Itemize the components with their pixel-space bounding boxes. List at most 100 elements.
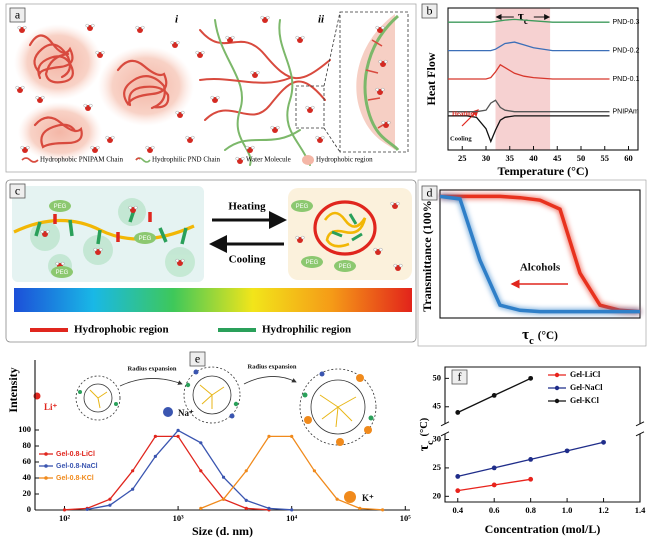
decoration — [356, 374, 364, 382]
panel-label-box — [421, 3, 438, 19]
decoration — [368, 415, 374, 421]
data-point — [131, 487, 135, 491]
decoration — [135, 157, 141, 161]
legend-text: Gel-0.8-LiCl — [56, 451, 95, 458]
decoration — [119, 378, 183, 387]
annotation: Radius expansion — [128, 365, 177, 372]
axis-break — [440, 431, 450, 437]
decoration — [21, 157, 39, 163]
x-tick-label: 30 — [482, 153, 491, 163]
x-tick-label: 1.0 — [562, 505, 573, 515]
decoration — [75, 366, 377, 446]
peg-label: PEG — [56, 270, 69, 276]
region-symbol: τ — [518, 8, 524, 23]
decoration — [14, 288, 412, 312]
data-point — [380, 508, 385, 512]
legend-text: Gel-0.8-NaCl — [56, 463, 98, 470]
x-tick-label: 55 — [601, 153, 610, 163]
data-point — [176, 434, 180, 438]
peg-label: PEG — [306, 260, 319, 266]
data-point — [455, 474, 461, 479]
data-point — [131, 469, 135, 473]
x-tick-label: 60 — [624, 153, 633, 163]
region-subscript: c — [524, 16, 528, 26]
legend-marker — [554, 372, 560, 378]
data-point — [221, 497, 226, 501]
data-point — [221, 475, 226, 479]
data-point — [528, 375, 534, 381]
data-point — [244, 506, 248, 510]
series-line — [448, 41, 610, 52]
axis-unit: (°C) — [419, 417, 430, 436]
legend-text: Hydrophilic region — [262, 324, 351, 336]
decoration — [51, 266, 73, 278]
legend-marker — [44, 464, 48, 468]
x-tick-label: 1.4 — [635, 505, 646, 515]
legend-text: Water Molecule — [246, 156, 291, 164]
decoration — [302, 392, 308, 398]
x-tick-label: 25 — [458, 153, 467, 163]
panel-label: f — [458, 369, 462, 383]
legend-marker — [44, 452, 48, 456]
decoration — [278, 19, 311, 166]
panel-label: a — [15, 7, 21, 21]
data-point — [267, 506, 271, 510]
decoration — [49, 200, 71, 212]
panel-label-box — [421, 185, 438, 201]
decoration — [299, 368, 377, 446]
axis-symbol: τ — [417, 444, 432, 451]
data-point — [244, 469, 248, 473]
y-tick-label: 100 — [18, 424, 31, 434]
line-label: PND-0.3 — [613, 19, 640, 26]
decoration — [53, 212, 152, 242]
data-point — [491, 482, 497, 488]
axis-break — [635, 431, 645, 437]
ion-label: Na⁺ — [178, 408, 194, 418]
data-point — [455, 488, 461, 494]
y-tick-label: 20 — [433, 490, 442, 500]
data-point — [290, 508, 294, 512]
legend-text: Gel-KCl — [570, 396, 600, 405]
decoration — [243, 376, 297, 385]
x-tick-label: 0.8 — [525, 505, 536, 515]
decoration — [304, 416, 312, 424]
x-tick-label: 40 — [529, 153, 538, 163]
decoration — [75, 375, 121, 421]
decoration — [233, 401, 239, 407]
decoration — [344, 491, 356, 503]
decoration — [193, 369, 325, 419]
data-point — [176, 428, 180, 432]
decoration — [364, 426, 372, 434]
data-point — [335, 497, 339, 501]
line-label: PND-0.1 — [613, 76, 640, 83]
decoration — [163, 407, 173, 417]
x-tick-label: 1.2 — [598, 505, 609, 515]
legend-text: Hydrophilic PND Chain — [152, 156, 221, 164]
x-tick-label: 10⁵ — [400, 513, 412, 523]
legend-marker — [554, 398, 560, 404]
ion-label: K⁺ — [362, 493, 374, 503]
legend-text: Gel-0.8-KCl — [56, 475, 94, 482]
decoration — [461, 109, 479, 127]
data-point — [244, 498, 248, 502]
data-point — [108, 503, 112, 507]
legend-text: Gel-NaCl — [570, 383, 603, 392]
decoration — [229, 413, 235, 419]
x-tick-label: 50 — [577, 153, 586, 163]
panel-c: PEG PEG PEG PEG PEG PEG Heating Cooling … — [5, 179, 417, 343]
decoration — [356, 14, 395, 150]
decoration — [116, 59, 168, 110]
y-tick-label: 0 — [27, 504, 31, 514]
decoration — [9, 183, 26, 199]
axis-symbol: τ — [522, 327, 529, 343]
y-tick-label: 25 — [433, 462, 442, 472]
decoration — [363, 14, 400, 152]
data-point — [564, 448, 570, 454]
decoration — [78, 390, 82, 394]
legend-text: Hydrophobic region — [74, 324, 169, 336]
data-point — [153, 454, 157, 458]
data-point — [358, 506, 362, 510]
decoration — [301, 256, 323, 268]
data-point — [108, 497, 112, 501]
decoration — [89, 384, 357, 428]
